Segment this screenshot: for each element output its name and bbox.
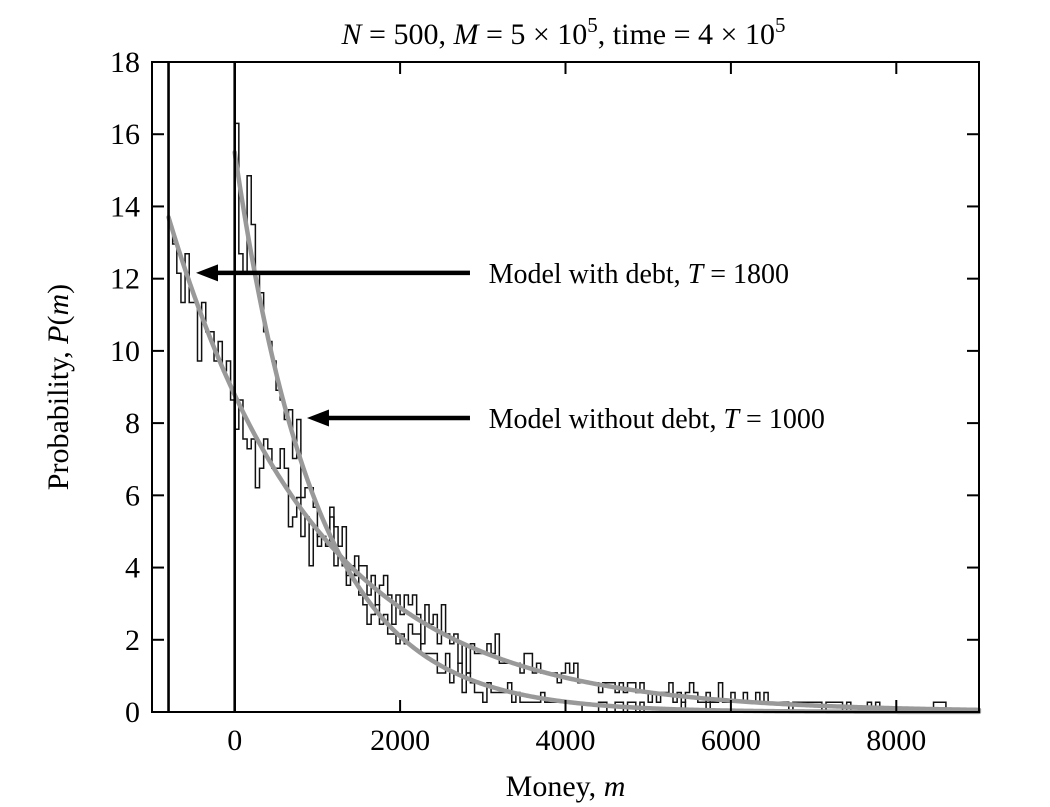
y-tick-label: 2	[125, 624, 140, 657]
x-tick-label: 6000	[701, 724, 761, 757]
annotation-0: Model with debt, T = 1800	[196, 259, 789, 290]
x-tick-label: 2000	[370, 724, 430, 757]
y-tick-label: 0	[125, 696, 140, 729]
x-tick-label: 8000	[866, 724, 926, 757]
y-tick-label: 18	[110, 46, 140, 79]
y-tick-label: 10	[110, 335, 140, 368]
y-tick-label: 8	[125, 407, 140, 440]
y-tick-label: 6	[125, 479, 140, 512]
y-tick-label: 4	[125, 552, 140, 585]
annotation-label: Model without debt, T = 1000	[489, 404, 825, 435]
annotation-label: Model with debt, T = 1800	[489, 259, 789, 290]
y-tick-label: 16	[110, 118, 140, 151]
y-tick-label: 12	[110, 263, 140, 296]
annotation-arrow-head	[306, 409, 329, 427]
annotation-1: Model without debt, T = 1000	[306, 404, 825, 435]
chart-title: N = 500, M = 5 × 105, time = 4 × 105	[341, 13, 786, 51]
fit-curve-with-debt	[166, 215, 982, 713]
y-axis-label: Probability, P(m)	[42, 284, 75, 490]
x-tick-label: 4000	[536, 724, 596, 757]
annotation-arrow-head	[196, 264, 218, 282]
x-tick-label: 0	[227, 724, 242, 757]
y-tick-label: 14	[110, 190, 140, 223]
x-axis-label: Money, m	[506, 770, 626, 803]
